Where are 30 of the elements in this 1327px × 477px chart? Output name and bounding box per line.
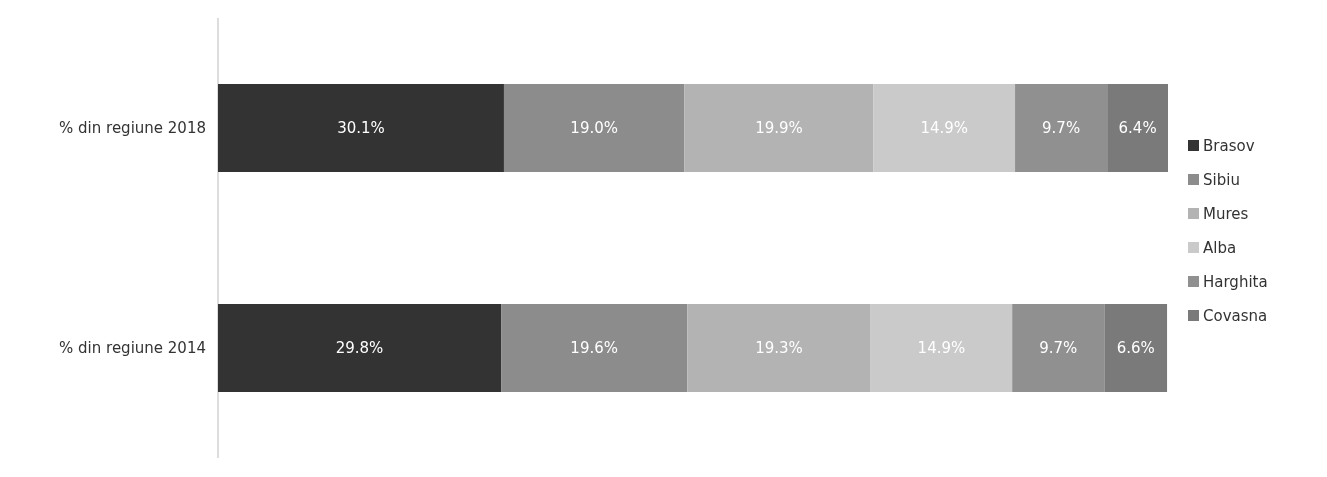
bar bbox=[870, 304, 1013, 392]
data-label: 6.4% bbox=[1118, 119, 1157, 138]
legend-label: Covasna bbox=[1203, 307, 1268, 326]
data-label: 19.0% bbox=[570, 119, 619, 138]
data-label: 29.8% bbox=[335, 339, 384, 358]
bar bbox=[218, 304, 502, 392]
y-tick-label: % din regiune 2014 bbox=[59, 339, 206, 358]
legend-label: Sibiu bbox=[1203, 171, 1240, 190]
bar bbox=[1015, 84, 1108, 172]
bar bbox=[501, 304, 688, 392]
bar bbox=[873, 84, 1016, 172]
bar bbox=[684, 84, 874, 172]
bar bbox=[1107, 84, 1168, 172]
bar bbox=[1012, 304, 1105, 392]
data-label: 19.9% bbox=[755, 119, 803, 138]
bar bbox=[1104, 304, 1168, 392]
legend-label: Alba bbox=[1203, 239, 1237, 258]
legend-label: Harghita bbox=[1203, 273, 1268, 292]
data-label: 9.7% bbox=[1042, 119, 1081, 138]
bar bbox=[218, 84, 504, 172]
data-label: 30.1% bbox=[337, 119, 385, 138]
bar bbox=[503, 84, 685, 172]
bar bbox=[687, 304, 871, 392]
y-tick-label: % din regiune 2018 bbox=[59, 119, 206, 138]
data-label: 9.7% bbox=[1039, 339, 1078, 358]
data-label: 6.6% bbox=[1116, 339, 1155, 358]
data-label: 19.3% bbox=[755, 339, 803, 358]
data-label: 19.6% bbox=[570, 339, 619, 358]
legend-label: Mures bbox=[1203, 205, 1249, 224]
legend-label: Brasov bbox=[1203, 137, 1255, 156]
